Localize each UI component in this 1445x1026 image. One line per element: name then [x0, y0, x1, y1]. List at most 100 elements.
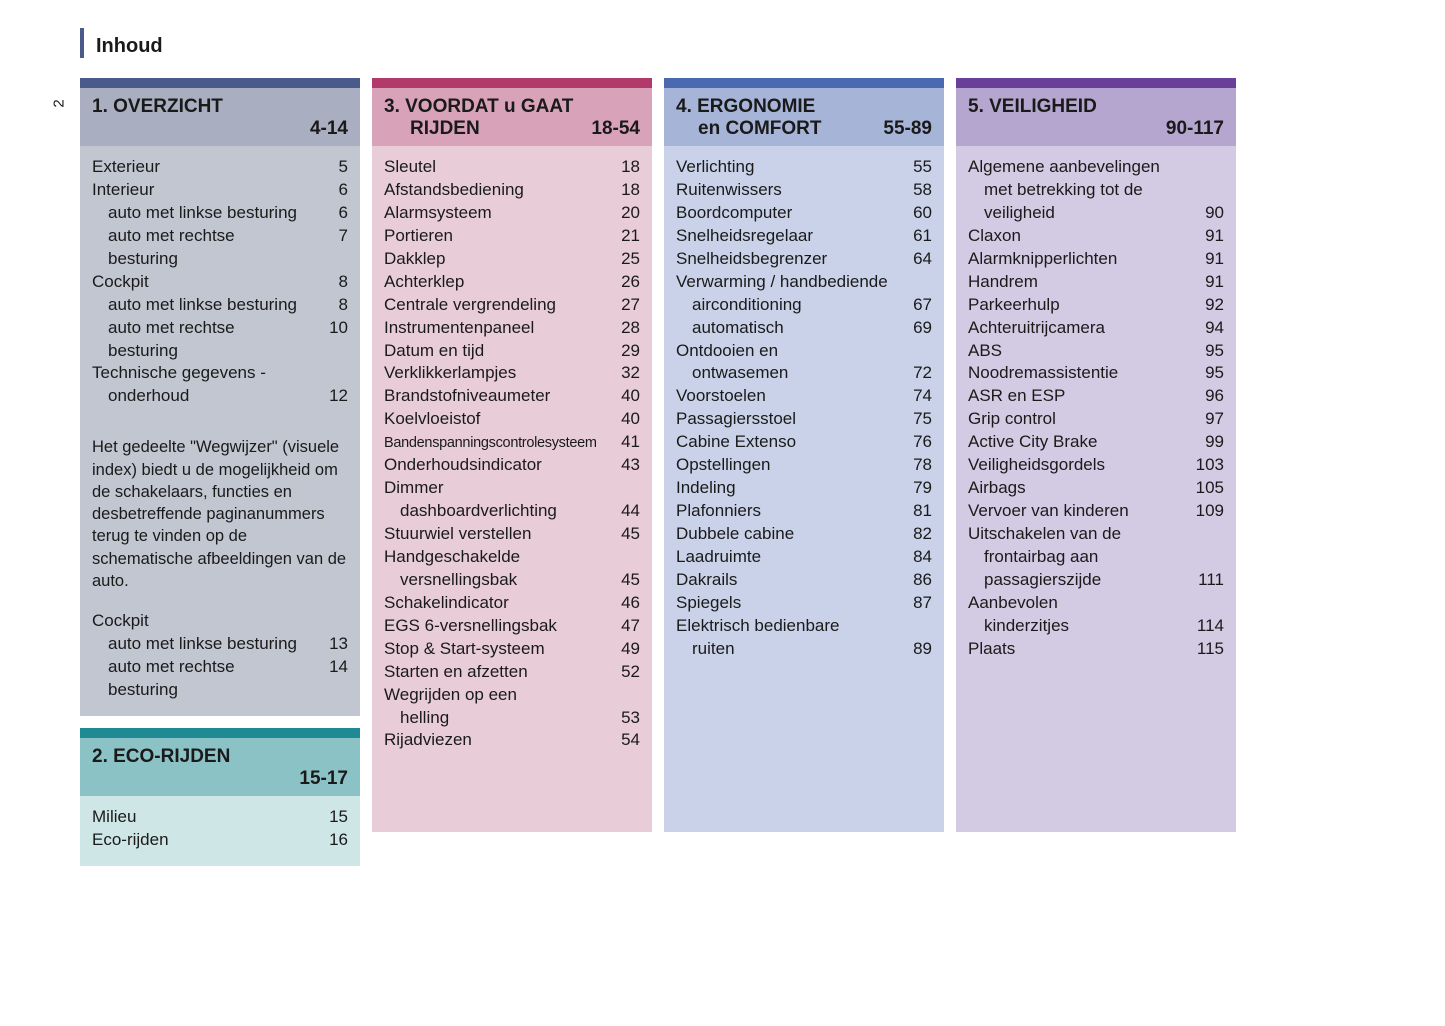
- toc-row: Sleutel18: [384, 156, 640, 179]
- toc-page: 46: [600, 592, 640, 615]
- toc-label: Milieu: [92, 806, 308, 829]
- toc-label: Schakelindicator: [384, 592, 600, 615]
- toc-row: versnellingsbak45: [384, 569, 640, 592]
- column-1: 1. OVERZICHT 4-14 Exterieur5Interieur6au…: [80, 78, 360, 866]
- toc-page: 75: [892, 408, 932, 431]
- toc-label: ASR en ESP: [968, 385, 1184, 408]
- toc-page: 18: [600, 156, 640, 179]
- toc-page: 25: [600, 248, 640, 271]
- toc-row: Onderhoudsindicator43: [384, 454, 640, 477]
- toc-page: 61: [892, 225, 932, 248]
- toc-label: airconditioning: [676, 294, 892, 317]
- toc-page: 18: [600, 179, 640, 202]
- toc-label: Dubbele cabine: [676, 523, 892, 546]
- section-body: Exterieur5Interieur6auto met linkse best…: [80, 146, 360, 716]
- toc-page: 10: [308, 317, 348, 340]
- toc-label: Boordcomputer: [676, 202, 892, 225]
- toc-row: Laadruimte84: [676, 546, 932, 569]
- toc-row: dashboardverlichting44: [384, 500, 640, 523]
- section-voordat: 3. VOORDAT u GAAT RIJDEN 18-54 Sleutel18…: [372, 78, 652, 832]
- toc-label: Claxon: [968, 225, 1184, 248]
- toc-label: Sleutel: [384, 156, 600, 179]
- toc-page: 41: [600, 431, 640, 454]
- toc-label: Plaats: [968, 638, 1184, 661]
- toc-row: Stop & Start-systeem49: [384, 638, 640, 661]
- section-eco: 2. ECO-RIJDEN 15-17 Milieu15Eco-rijden16: [80, 728, 360, 866]
- toc-page: 16: [308, 829, 348, 852]
- toc-row: Schakelindicator46: [384, 592, 640, 615]
- toc-row: ABS95: [968, 340, 1224, 363]
- toc-label: Bandenspanningscontrolesysteem: [384, 434, 600, 454]
- section-veiligheid: 5. VEILIGHEID 90-117 Algemene aanbevelin…: [956, 78, 1236, 832]
- toc-label: Cockpit: [92, 271, 308, 294]
- toc-label: versnellingsbak: [384, 569, 600, 592]
- toc-row: Bandenspanningscontrolesysteem41: [384, 431, 640, 454]
- toc-label: Plafonniers: [676, 500, 892, 523]
- toc-label: met betrekking tot de: [968, 179, 1184, 202]
- toc-label: Elektrisch bedienbare: [676, 615, 892, 638]
- toc-label: Verwarming / handbediende: [676, 271, 892, 294]
- toc-label: auto met rechtse besturing: [92, 225, 308, 271]
- section-header: 3. VOORDAT u GAAT RIJDEN 18-54: [372, 88, 652, 146]
- toc-page: 32: [600, 362, 640, 385]
- toc-row: Airbags105: [968, 477, 1224, 500]
- toc-row: Alarmknipperlichten91: [968, 248, 1224, 271]
- toc-row: Handgeschakelde: [384, 546, 640, 569]
- section-header: 5. VEILIGHEID 90-117: [956, 88, 1236, 146]
- toc-row: passagierszijde111: [968, 569, 1224, 592]
- toc-label: Passagiersstoel: [676, 408, 892, 431]
- toc-page: 21: [600, 225, 640, 248]
- toc-row: frontairbag aan: [968, 546, 1224, 569]
- toc-label: Airbags: [968, 477, 1184, 500]
- section-header: 2. ECO-RIJDEN 15-17: [80, 738, 360, 796]
- toc-label: Voorstoelen: [676, 385, 892, 408]
- toc-row: Snelheidsbegrenzer64: [676, 248, 932, 271]
- section-title-line1: 4. ERGONOMIE: [676, 96, 932, 118]
- section-header: 4. ERGONOMIE en COMFORT 55-89: [664, 88, 944, 146]
- toc-label: Active City Brake: [968, 431, 1184, 454]
- toc-page: 87: [892, 592, 932, 615]
- toc-label: Ontdooien en: [676, 340, 892, 363]
- toc-page: 55: [892, 156, 932, 179]
- toc-page: 97: [1184, 408, 1224, 431]
- toc-label: Cabine Extenso: [676, 431, 892, 454]
- toc-row: Claxon91: [968, 225, 1224, 248]
- toc-label: auto met rechtse besturing: [92, 317, 308, 363]
- toc-label: ontwasemen: [676, 362, 892, 385]
- section-overzicht: 1. OVERZICHT 4-14 Exterieur5Interieur6au…: [80, 78, 360, 716]
- toc-label: Snelheidsregelaar: [676, 225, 892, 248]
- toc-label: Uitschakelen van de: [968, 523, 1184, 546]
- toc-label: Dakklep: [384, 248, 600, 271]
- toc-label: Handrem: [968, 271, 1184, 294]
- toc-row: Technische gegevens -: [92, 362, 348, 385]
- toc-row: Passagiersstoel75: [676, 408, 932, 431]
- toc-label: kinderzitjes: [968, 615, 1184, 638]
- section-header: 1. OVERZICHT 4-14: [80, 88, 360, 146]
- toc-row: Portieren21: [384, 225, 640, 248]
- toc-label: Cockpit: [92, 610, 308, 633]
- toc-page: 91: [1184, 248, 1224, 271]
- toc-row: auto met linkse besturing6: [92, 202, 348, 225]
- toc-row: Veiligheidsgordels103: [968, 454, 1224, 477]
- toc-row: auto met rechtse besturing10: [92, 317, 348, 363]
- toc-label: Dakrails: [676, 569, 892, 592]
- toc-row: Spiegels87: [676, 592, 932, 615]
- toc-label: Dimmer: [384, 477, 600, 500]
- toc-page: 28: [600, 317, 640, 340]
- section-stripe: [80, 728, 360, 738]
- toc-page: 12: [308, 385, 348, 408]
- toc-row: ASR en ESP96: [968, 385, 1224, 408]
- toc-page: 6: [308, 179, 348, 202]
- toc-row: veiligheid90: [968, 202, 1224, 225]
- section-title-line2: en COMFORT: [676, 118, 822, 140]
- toc-row: onderhoud12: [92, 385, 348, 408]
- toc-label: ABS: [968, 340, 1184, 363]
- toc-row: Interieur6: [92, 179, 348, 202]
- section-range: 18-54: [591, 118, 640, 140]
- toc-row: Aanbevolen: [968, 592, 1224, 615]
- toc-page: 8: [308, 294, 348, 317]
- toc-row: auto met linkse besturing13: [92, 633, 348, 656]
- doc-title: Inhoud: [96, 35, 163, 58]
- title-bar: Inhoud: [80, 28, 163, 58]
- toc-row: ruiten89: [676, 638, 932, 661]
